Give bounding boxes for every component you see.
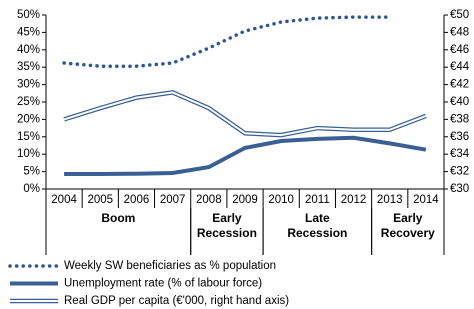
x-tick-label: 2014 bbox=[413, 194, 439, 206]
y-tick-label: 25% bbox=[17, 96, 40, 108]
y2-tick-label: €32 bbox=[450, 166, 469, 178]
group-label: Recession bbox=[287, 226, 347, 240]
x-tick-label: 2008 bbox=[196, 194, 222, 206]
series-line bbox=[64, 135, 427, 176]
y-tick-label: 30% bbox=[17, 79, 40, 91]
legend-label: Unemployment rate (% of labour force) bbox=[64, 278, 262, 290]
group-label: Early bbox=[212, 211, 242, 225]
x-tick-label: 2011 bbox=[305, 194, 330, 206]
y2-tick-label: €42 bbox=[450, 79, 469, 91]
series-line bbox=[63, 90, 427, 138]
y2-tick-label: €46 bbox=[450, 44, 469, 56]
y2-tick-label: €34 bbox=[450, 148, 470, 160]
group-label: Recovery bbox=[381, 226, 435, 240]
legend-label: Real GDP per capita (€'000, right hand a… bbox=[64, 295, 289, 307]
y2-tick-label: €50 bbox=[450, 9, 469, 21]
y2-tick-label: €44 bbox=[450, 61, 470, 73]
y-tick-label: 15% bbox=[17, 131, 40, 143]
y2-tick-label: €48 bbox=[450, 26, 469, 38]
y-tick-label: 35% bbox=[17, 61, 40, 73]
x-tick-label: 2007 bbox=[160, 194, 186, 206]
group-label: Early bbox=[393, 211, 423, 225]
x-tick-label: 2013 bbox=[377, 194, 403, 206]
y2-tick-label: €38 bbox=[450, 113, 469, 125]
y-tick-label: 20% bbox=[17, 113, 40, 125]
x-tick-label: 2009 bbox=[232, 194, 258, 206]
group-label: Boom bbox=[101, 211, 135, 225]
y2-tick-label: €30 bbox=[450, 183, 469, 195]
x-tick-label: 2006 bbox=[124, 194, 150, 206]
legend-label: Weekly SW beneficiaries as % population bbox=[64, 260, 276, 272]
x-tick-label: 2012 bbox=[341, 194, 367, 206]
y-tick-label: 10% bbox=[17, 148, 40, 160]
y-tick-label: 50% bbox=[17, 9, 40, 21]
series-line bbox=[62, 15, 392, 68]
x-tick-label: 2005 bbox=[87, 194, 113, 206]
x-tick-label: 2010 bbox=[268, 194, 294, 206]
group-label: Recession bbox=[197, 226, 257, 240]
series-line-inner bbox=[63, 91, 427, 137]
y2-tick-label: €36 bbox=[450, 131, 469, 143]
y2-tick-label: €40 bbox=[450, 96, 469, 108]
x-tick-label: 2004 bbox=[51, 194, 77, 206]
y-tick-label: 0% bbox=[23, 183, 40, 195]
y-tick-label: 5% bbox=[23, 166, 40, 178]
y-tick-label: 40% bbox=[17, 44, 40, 56]
group-label: Late bbox=[305, 211, 330, 225]
y-tick-label: 45% bbox=[17, 26, 40, 38]
